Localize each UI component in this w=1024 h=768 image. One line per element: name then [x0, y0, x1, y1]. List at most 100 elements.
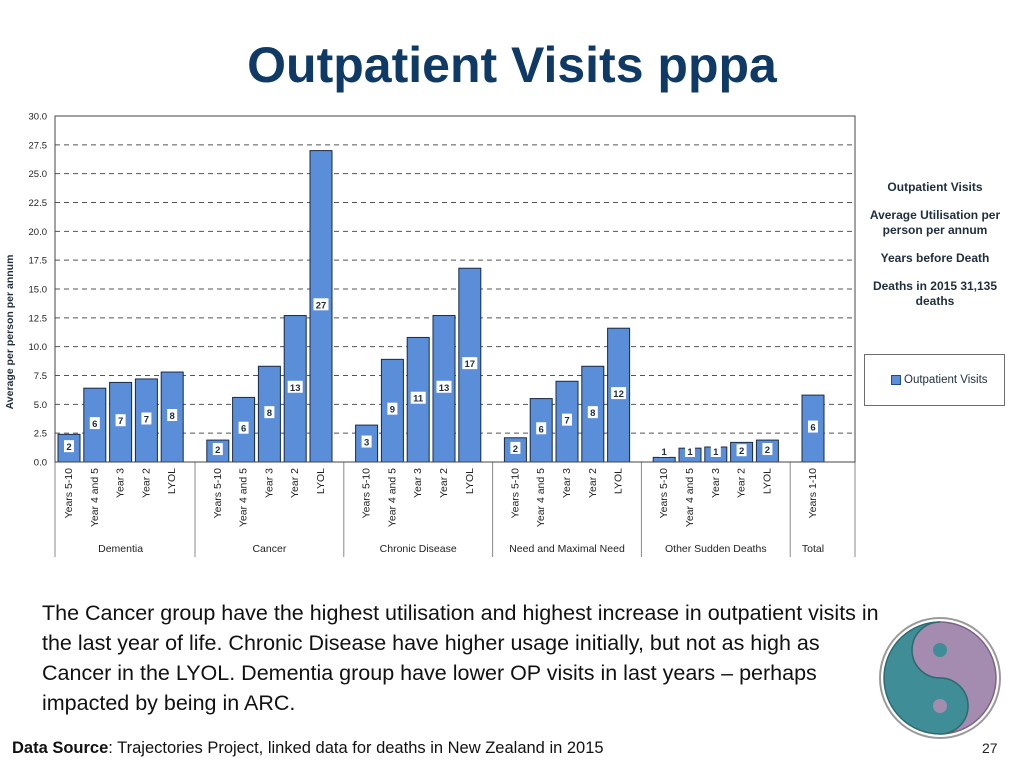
data-label-bg — [562, 413, 572, 426]
data-label: 6 — [539, 424, 544, 435]
data-label: 3 — [364, 438, 369, 449]
data-label-bg — [762, 443, 773, 456]
y-tick-label: 2.5 — [34, 429, 47, 440]
data-label: 27 — [316, 300, 327, 311]
chart-annotation-panel: Outpatient Visits Average Utilisation pe… — [862, 180, 1008, 322]
data-source-label: Data Source — [12, 739, 109, 757]
data-label-bg — [89, 417, 100, 430]
data-label-bg — [510, 441, 521, 454]
data-label: 6 — [92, 419, 97, 430]
bar — [652, 456, 676, 463]
x-category-label: Years 1-10 — [807, 468, 819, 519]
x-category-label: LYOL — [166, 468, 178, 494]
data-label-bg — [736, 444, 747, 457]
x-category-label: Year 2 — [289, 468, 301, 498]
y-axis-title-group: Average per person per annum — [4, 255, 16, 410]
data-label: 2 — [513, 444, 518, 455]
y-tick-label: 20.0 — [29, 227, 48, 238]
data-label: 7 — [564, 416, 569, 427]
x-category-label: LYOL — [613, 468, 625, 494]
data-label: 2 — [765, 445, 770, 456]
data-label-bg — [264, 406, 275, 419]
data-label: 13 — [439, 383, 450, 394]
x-category-labels: Years 5-10 Year 4 and 5 Year 3 Year 2 LYOL Ye… — [63, 468, 819, 527]
data-label: 7 — [144, 414, 149, 425]
data-label: 8 — [267, 408, 272, 419]
x-category-label: Year 4 and 5 — [89, 468, 101, 527]
x-category-label: Year 3 — [263, 468, 275, 498]
data-label: 11 — [413, 394, 424, 405]
swirl-logo-icon — [879, 617, 1001, 739]
data-label: 2 — [739, 446, 744, 457]
data-label: 1 — [713, 447, 719, 458]
y-tick-label: 5.0 — [34, 400, 47, 411]
x-category-label: Year 2 — [587, 468, 599, 498]
x-category-label: Year 4 and 5 — [238, 468, 250, 527]
data-label-bg — [659, 445, 670, 457]
x-group-label: Chronic Disease — [380, 543, 457, 555]
legend-entry: Outpatient Visits — [904, 374, 988, 386]
data-label-bg — [685, 445, 695, 457]
data-label: 6 — [241, 424, 246, 435]
x-group-label: Dementia — [98, 543, 143, 555]
y-tick-labels: 0.0 2.5 5.0 7.5 10.0 12.5 15.0 17.5 20.0 22.5 25.0… — [29, 112, 48, 469]
data-label: 12 — [613, 389, 624, 400]
x-category-label: Years 5-10 — [63, 468, 75, 519]
y-tick-label: 15.0 — [29, 285, 48, 296]
annotation-period: Years before Death — [880, 251, 990, 265]
x-category-label: Year 4 and 5 — [535, 468, 547, 527]
data-label: 1 — [687, 447, 693, 458]
x-category-label: Years 5-10 — [509, 468, 521, 519]
y-tick-label: 27.5 — [29, 140, 48, 151]
x-group-label: Need and Maximal Need — [509, 543, 625, 555]
data-label: 17 — [465, 359, 476, 370]
data-label: 2 — [66, 442, 71, 453]
data-label-bg — [115, 414, 126, 427]
x-category-label: Year 4 and 5 — [684, 468, 696, 527]
x-category-label: LYOL — [761, 468, 773, 494]
data-label: 7 — [118, 416, 123, 427]
annotation-title: Outpatient Visits — [887, 180, 983, 194]
data-label-bg — [287, 380, 303, 393]
x-group-labels: Dementia Cancer Chronic Disease Need and Ma… — [54, 462, 856, 557]
y-tick-label: 12.5 — [29, 313, 48, 324]
x-category-label: Year 2 — [736, 468, 748, 498]
plot-frame — [54, 115, 856, 463]
data-label-bg — [361, 435, 372, 448]
y-tick-label: 22.5 — [29, 198, 48, 209]
data-label-bg — [313, 298, 329, 311]
y-tick-label: 0.0 — [34, 458, 47, 469]
y-axis-title: Average per person per annum — [4, 255, 16, 410]
x-group-label: Cancer — [252, 543, 286, 555]
annotation-measure: Average Utilisation per person per annum — [869, 208, 1001, 237]
data-label-bg — [587, 406, 598, 419]
x-category-label: Years 5-10 — [361, 468, 373, 519]
y-tick-label: 10.0 — [29, 342, 48, 353]
data-label-bg — [64, 440, 74, 453]
bar-chart: Average per person per annum 0.0 2.5 5.0 7.… — [4, 112, 856, 557]
data-label: 9 — [390, 405, 395, 416]
annotation-deaths: Deaths in 2015 31,135 deaths — [872, 279, 998, 308]
y-tick-label: 30.0 — [29, 112, 48, 123]
data-label-bg — [387, 402, 398, 415]
data-label: 1 — [662, 447, 668, 458]
commentary-text: The Cancer group have the highest utilis… — [42, 601, 879, 715]
x-category-label: LYOL — [464, 468, 476, 494]
x-category-label: Year 3 — [710, 468, 722, 498]
data-label: 13 — [290, 383, 301, 394]
data-label-bg — [536, 422, 547, 435]
data-source: Data Source: Trajectories Project, linke… — [12, 739, 604, 758]
data-label-bg — [212, 443, 223, 456]
y-tick-label: 25.0 — [29, 169, 48, 180]
data-label: 2 — [215, 445, 220, 456]
data-label-bg — [462, 357, 478, 370]
slide-title: Outpatient Visits pppa — [247, 37, 777, 93]
x-category-label: LYOL — [315, 468, 327, 494]
x-category-label: Years 5-10 — [658, 468, 670, 519]
x-category-label: Year 3 — [412, 468, 424, 498]
data-label: 8 — [170, 411, 175, 422]
y-tick-label: 17.5 — [29, 256, 48, 267]
x-category-label: Year 3 — [561, 468, 573, 498]
page-number: 27 — [982, 740, 998, 756]
